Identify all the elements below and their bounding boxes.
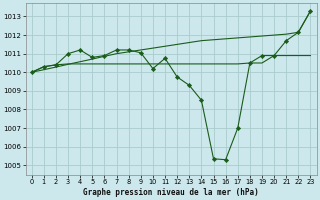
X-axis label: Graphe pression niveau de la mer (hPa): Graphe pression niveau de la mer (hPa) xyxy=(83,188,259,197)
